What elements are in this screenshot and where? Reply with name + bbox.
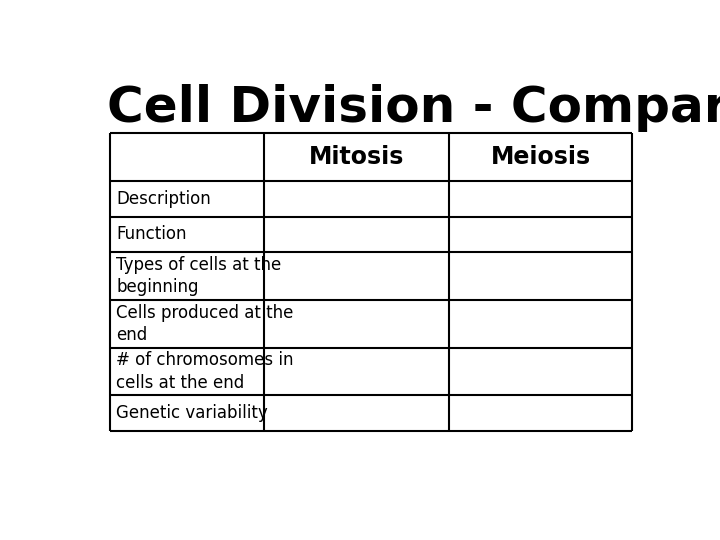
- Text: Meiosis: Meiosis: [491, 145, 591, 170]
- Text: Cells produced at the
end: Cells produced at the end: [116, 303, 294, 344]
- Text: Genetic variability: Genetic variability: [116, 404, 268, 422]
- Text: Description: Description: [116, 190, 211, 208]
- Text: Function: Function: [116, 225, 186, 243]
- Text: # of chromosomes in
cells at the end: # of chromosomes in cells at the end: [116, 352, 294, 392]
- Text: Cell Division - Comparisons: Cell Division - Comparisons: [107, 84, 720, 132]
- Text: Types of cells at the
beginning: Types of cells at the beginning: [116, 256, 282, 296]
- Text: Mitosis: Mitosis: [309, 145, 404, 170]
